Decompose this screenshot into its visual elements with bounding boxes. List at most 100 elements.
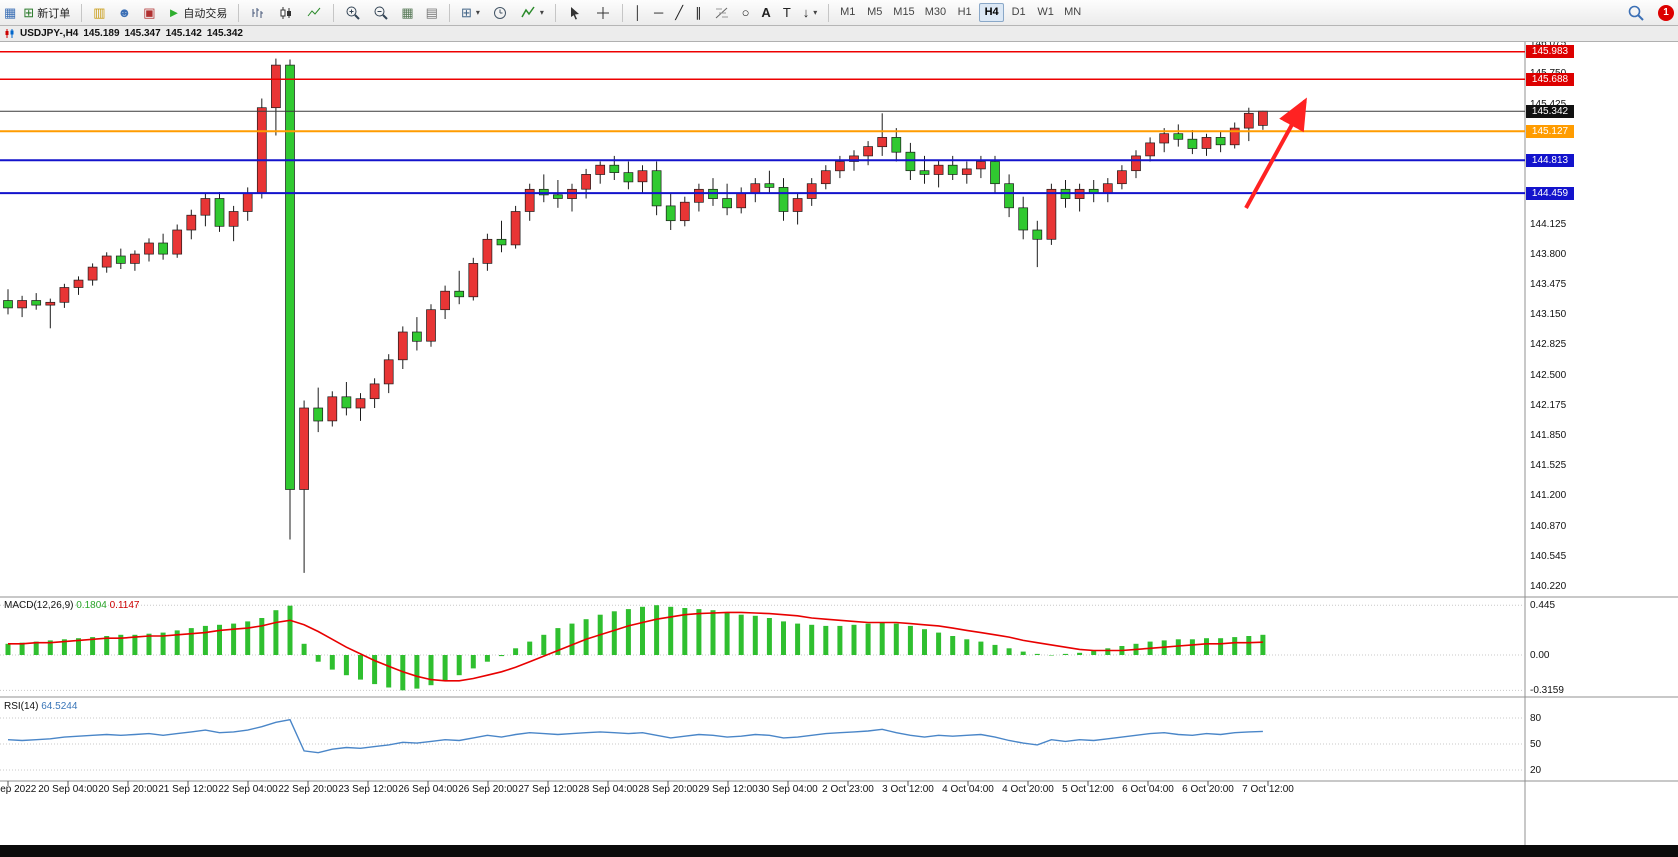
text-label-tool-button[interactable]: T <box>778 2 796 23</box>
macd-scale-tick: 0.00 <box>1530 650 1550 661</box>
time-label[interactable]: 27 Sep 12:00 <box>518 784 578 795</box>
candlestick-chart-icon <box>280 6 292 19</box>
notification-badge[interactable]: 1 <box>1658 4 1674 21</box>
cascade-windows-button[interactable]: ▤ <box>421 2 443 23</box>
ohlc-open: 145.189 <box>83 28 120 39</box>
ellipse-icon: ○ <box>741 5 750 20</box>
trend-arrow[interactable] <box>1244 97 1307 209</box>
cascade-windows-icon: ▤ <box>425 5 438 20</box>
fibonacci-icon <box>715 7 728 18</box>
text-tool-button[interactable]: A <box>756 2 775 23</box>
ohlc-close: 145.342 <box>206 28 243 39</box>
indicators-button[interactable]: ▾ <box>515 2 549 23</box>
time-label[interactable]: 26 Sep 04:00 <box>398 784 458 795</box>
timeframe-h4-button[interactable]: H4 <box>979 3 1005 22</box>
app-window-icon: ▦ <box>4 5 17 20</box>
time-label[interactable]: 21 Sep 12:00 <box>158 784 218 795</box>
time-label[interactable]: 28 Sep 20:00 <box>638 784 698 795</box>
time-label[interactable]: 22 Sep 04:00 <box>218 784 278 795</box>
text-icon: A <box>761 5 771 20</box>
price-tick: 145.425 <box>1530 99 1566 110</box>
auto-trading-button[interactable]: ► 自动交易 <box>162 2 232 23</box>
indicators-icon <box>521 6 535 17</box>
horizontal-line-tool-button[interactable]: ─ <box>649 2 668 23</box>
shapes-tool-button[interactable]: ○ <box>737 2 755 23</box>
bar-chart-button[interactable] <box>245 2 271 23</box>
macd-signal-line <box>8 611 1263 682</box>
bar-chart-icon <box>252 7 264 18</box>
time-label[interactable]: 6 Oct 04:00 <box>1122 784 1174 795</box>
toolbar-separator <box>448 3 450 22</box>
chart-symbol-icon <box>5 29 14 38</box>
time-label[interactable]: 20 Sep 04:00 <box>38 784 98 795</box>
time-label[interactable]: 4 Oct 04:00 <box>942 784 994 795</box>
charts-panel-button[interactable]: ▥ <box>88 2 110 23</box>
toolbar-separator <box>828 3 830 22</box>
time-label[interactable]: 26 Sep 20:00 <box>458 784 518 795</box>
toolbar-separator <box>554 3 556 22</box>
channel-tool-button[interactable]: ∥ <box>690 2 707 23</box>
profile-button[interactable]: ☻ <box>113 2 137 23</box>
vertical-line-icon: │ <box>633 5 643 20</box>
zoom-out-button[interactable] <box>368 2 394 23</box>
time-label[interactable]: 29 Sep 12:00 <box>698 784 758 795</box>
fibonacci-tool-button[interactable] <box>709 2 735 23</box>
price-level-badge: 145.342 <box>1526 104 1574 118</box>
time-label[interactable]: 3 Oct 12:00 <box>882 784 934 795</box>
cursor-tool-button[interactable] <box>562 2 588 23</box>
price-tick: 142.175 <box>1530 399 1567 411</box>
time-label[interactable]: 4 Oct 20:00 <box>1002 784 1054 795</box>
rsi-scale-tick: 50 <box>1530 739 1542 750</box>
timeframe-m5-button[interactable]: M5 <box>862 3 887 22</box>
cursor-icon <box>570 6 579 19</box>
timeframe-mn-button[interactable]: MN <box>1060 3 1085 22</box>
zoom-in-icon <box>346 6 361 20</box>
new-chart-button[interactable]: ⊞ ▾ <box>456 2 485 23</box>
price-level-badge: 145.688 <box>1526 72 1574 86</box>
timeframe-m15-button[interactable]: M15 <box>889 3 918 22</box>
auto-trading-label: 自动交易 <box>183 7 228 20</box>
vertical-line-tool-button[interactable]: │ <box>629 2 647 23</box>
zoom-in-button[interactable] <box>340 2 366 23</box>
tile-windows-button[interactable]: ▦ <box>396 2 418 23</box>
time-label[interactable]: 5 Oct 12:00 <box>1062 784 1114 795</box>
ohlc-high: 145.347 <box>124 28 161 39</box>
profile-icon: ☻ <box>117 5 132 20</box>
search-button[interactable] <box>1622 2 1650 23</box>
timeframe-w1-button[interactable]: W1 <box>1033 3 1058 22</box>
tile-windows-icon: ▦ <box>401 5 414 20</box>
time-label[interactable]: 2 Oct 23:00 <box>822 784 874 795</box>
channel-icon: ∥ <box>695 5 702 20</box>
terminal-button[interactable]: ▣ <box>138 2 160 23</box>
line-chart-button[interactable] <box>301 2 327 23</box>
time-label[interactable]: 22 Sep 20:00 <box>278 784 338 795</box>
timeframe-h1-button[interactable]: H1 <box>952 3 977 22</box>
macd-title: MACD(12,26,9) <box>4 600 74 611</box>
trendline-tool-button[interactable]: ╱ <box>670 2 688 23</box>
timeframe-m30-button[interactable]: M30 <box>921 3 950 22</box>
timeframe-m1-button[interactable]: M1 <box>835 3 860 22</box>
new-order-button[interactable]: ⊞ 新订单 <box>18 2 75 23</box>
time-label[interactable]: 30 Sep 04:00 <box>758 784 818 795</box>
time-label[interactable]: 20 Sep 20:00 <box>98 784 158 795</box>
price-tick: 141.525 <box>1530 459 1567 471</box>
timeframe-d1-button[interactable]: D1 <box>1006 3 1031 22</box>
crosshair-icon <box>596 6 609 19</box>
arrows-tool-button[interactable]: ↓ ▾ <box>798 2 823 23</box>
terminal-icon: ▣ <box>143 5 156 20</box>
arrow-objects-icon: ↓ <box>802 5 810 20</box>
time-label[interactable]: 6 Oct 20:00 <box>1182 784 1234 795</box>
candlesticks <box>3 58 1268 573</box>
price-tick: 146.075 <box>1530 38 1567 50</box>
crosshair-tool-button[interactable] <box>590 2 616 23</box>
text-label-icon: T <box>782 5 791 20</box>
new-order-label: 新订单 <box>37 7 71 20</box>
time-label[interactable]: 19 Sep 2022 <box>0 784 37 795</box>
period-button[interactable] <box>487 2 513 23</box>
time-label[interactable]: 23 Sep 12:00 <box>338 784 398 795</box>
price-level-badge: 145.983 <box>1526 45 1574 59</box>
candlestick-chart-button[interactable] <box>273 2 299 23</box>
time-label[interactable]: 28 Sep 04:00 <box>578 784 638 795</box>
time-label[interactable]: 7 Oct 12:00 <box>1242 784 1294 795</box>
